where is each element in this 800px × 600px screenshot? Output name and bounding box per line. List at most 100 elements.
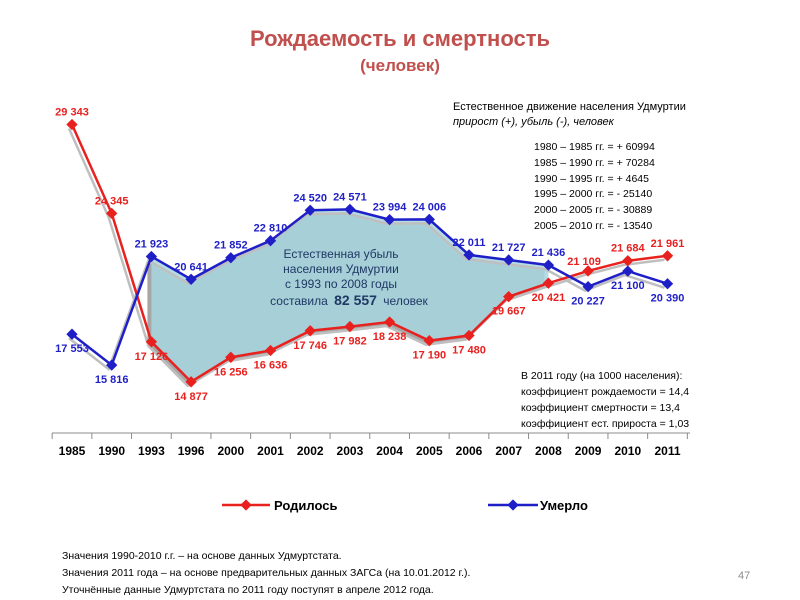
x-tick-label: 2004	[376, 444, 403, 458]
data-point-deaths	[225, 252, 237, 264]
data-label-births: 16 636	[254, 360, 288, 372]
legend-label-deaths: Умерло	[540, 498, 588, 513]
coefficients-heading: В 2011 году (на 1000 населения):	[521, 370, 683, 382]
info-heading: Естественное движение населения Удмуртии	[453, 101, 686, 113]
data-point-deaths	[463, 249, 475, 261]
x-tick-label: 2000	[217, 444, 244, 458]
x-tick-label: 1985	[59, 444, 86, 458]
annotation-prefix: составила	[270, 294, 328, 308]
x-tick-label: 2002	[297, 444, 324, 458]
data-label-births: 21 109	[567, 256, 601, 268]
data-label-births: 17 480	[452, 345, 486, 357]
annotation-line: Естественная убыль	[284, 247, 399, 261]
series-shadow-deaths	[68, 212, 665, 372]
data-point-deaths	[503, 254, 515, 266]
period-item: 1985 – 1990 гг. = + 70284	[534, 156, 655, 169]
period-list: 1980 – 1985 гг. = + 60994 1985 – 1990 гг…	[534, 140, 655, 235]
legend-label-births: Родилось	[274, 498, 337, 513]
data-point-births	[661, 250, 674, 262]
data-label-deaths: 21 436	[532, 247, 566, 259]
coefficient-item: коэффициент рождаемости = 14,4	[521, 386, 690, 398]
data-point-deaths	[383, 213, 396, 226]
data-labels: 29 343 24 345 17 126 14 877 16 256 16 636 17 7…	[55, 106, 684, 402]
decline-annotation: Естественная убыль населения Удмуртии с …	[270, 247, 428, 308]
period-item: 1990 – 1995 гг. = + 4645	[534, 172, 649, 185]
data-label-deaths: 20 227	[571, 296, 605, 308]
data-point-births	[463, 329, 475, 342]
data-point-deaths	[264, 235, 277, 247]
data-label-births: 17 190	[412, 350, 446, 362]
data-point-births	[582, 265, 594, 277]
data-label-births: 24 345	[95, 195, 129, 207]
x-tick-label: 2005	[416, 444, 443, 458]
data-point-births	[542, 277, 555, 289]
coefficient-item: коэффициент смертности = 13,4	[521, 402, 680, 414]
legend-marker-births	[240, 499, 252, 511]
data-point-births	[503, 290, 515, 303]
annotation-total: 82 557	[334, 292, 377, 308]
data-point-deaths	[661, 278, 674, 290]
data-point-births	[304, 325, 316, 337]
data-label-deaths: 17 553	[55, 343, 89, 355]
data-point-deaths	[185, 273, 197, 285]
series-lines	[70, 123, 668, 384]
x-axis-labels: 1985 1990 1993 1996 2000 2001 2002 2003 2004 2005…	[59, 444, 681, 458]
data-point-births	[423, 335, 435, 347]
data-label-deaths: 20 641	[174, 261, 208, 273]
data-point-births	[225, 351, 237, 363]
data-label-deaths: 20 390	[651, 293, 685, 305]
data-label-deaths: 21 100	[611, 280, 645, 292]
x-tick-label: 2009	[575, 444, 602, 458]
data-point-births	[185, 376, 197, 388]
annotation-line: населения Удмуртии	[283, 262, 399, 276]
data-label-deaths: 24 520	[293, 192, 327, 204]
data-label-births: 20 421	[532, 292, 566, 304]
data-label-deaths: 15 816	[95, 374, 129, 386]
data-point-births	[344, 320, 356, 333]
data-label-births: 21 684	[611, 243, 646, 255]
data-label-deaths: 23 994	[373, 202, 408, 214]
data-label-deaths: 22 810	[254, 223, 288, 235]
period-item: 2000 – 2005 гг. = - 30889	[534, 204, 653, 217]
data-point-deaths	[622, 265, 634, 277]
page-number: 47	[738, 570, 751, 582]
chart-legend: Родилось Умерло	[222, 498, 588, 513]
data-label-deaths: 21 727	[492, 242, 526, 254]
data-point-births	[622, 255, 634, 267]
data-point-deaths	[304, 204, 316, 216]
note-line: Уточнённые данные Удмуртстата по 2011 го…	[62, 584, 434, 596]
data-label-births: 16 256	[214, 366, 248, 378]
page-title: Рождаемость и смертность	[249, 26, 551, 51]
source-notes: Значения 1990-2010 г.г. – на основе данн…	[62, 548, 470, 599]
data-label-births: 19 667	[492, 306, 526, 318]
data-label-deaths: 21 923	[135, 238, 169, 250]
period-item: 1980 – 1985 гг. = + 60994	[534, 141, 655, 153]
data-label-deaths: 22 011	[452, 237, 485, 249]
period-item: 1995 – 2000 гг. = - 25140	[534, 188, 653, 201]
annotation-suffix: человек	[383, 294, 428, 308]
data-label-births: 17 746	[293, 340, 327, 352]
data-point-births	[264, 344, 277, 357]
data-label-births: 14 877	[174, 391, 208, 403]
data-point-births	[66, 118, 78, 131]
x-tick-label: 1990	[98, 444, 125, 458]
coefficient-item: коэффициент ест. прироста = 1,03	[521, 418, 690, 430]
x-tick-label: 1996	[178, 444, 205, 458]
data-label-deaths: 21 852	[214, 240, 248, 252]
page-subtitle: (человек)	[360, 56, 440, 75]
x-axis-ticks	[51, 433, 688, 439]
data-label-births: 17 982	[333, 336, 367, 348]
data-point-deaths	[344, 203, 356, 216]
data-label-births: 17 126	[135, 351, 169, 363]
data-label-births: 21 961	[651, 238, 685, 250]
data-point-births	[383, 316, 396, 328]
note-line: Значения 1990-2010 г.г. – на основе данн…	[62, 550, 342, 562]
coefficients-block: В 2011 году (на 1000 населения): коэффиц…	[521, 368, 689, 432]
series-line-deaths	[71, 208, 668, 368]
annotation-line: составила 82 557 человек	[270, 292, 428, 308]
x-tick-label: 2010	[614, 444, 641, 458]
data-point-deaths	[423, 213, 435, 226]
data-point-deaths	[582, 280, 594, 293]
data-label-deaths: 24 006	[412, 201, 446, 213]
